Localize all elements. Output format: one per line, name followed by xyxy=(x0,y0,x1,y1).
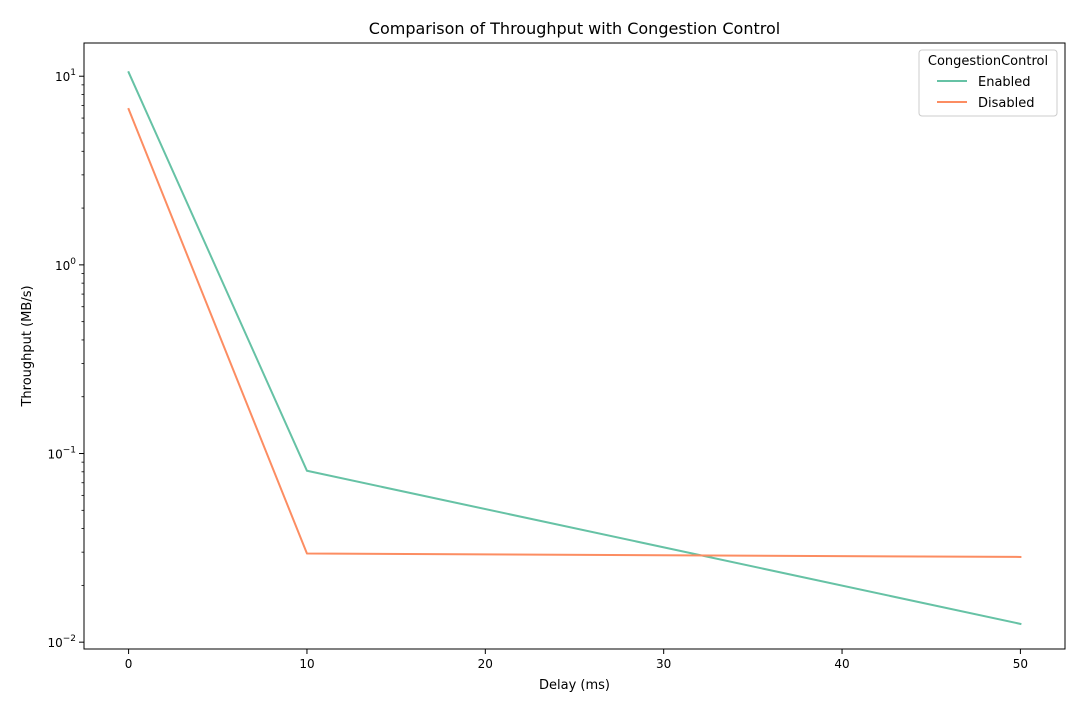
plot-area xyxy=(83,42,1066,650)
y-axis: 10−2 10−1 100 101 xyxy=(47,68,84,650)
series-layer xyxy=(127,70,1022,626)
y-tick-label: 100 xyxy=(55,257,76,273)
legend-title: CongestionControl xyxy=(928,54,1048,69)
x-tick-label: 40 xyxy=(834,657,849,671)
x-axis: 0 10 20 30 40 50 xyxy=(125,649,1028,671)
x-tick-label: 0 xyxy=(125,657,133,671)
x-tick-label: 10 xyxy=(299,657,314,671)
chart-title: Comparison of Throughput with Congestion… xyxy=(369,19,780,38)
series-line-disabled xyxy=(127,107,1022,558)
x-axis-label: Delay (ms) xyxy=(539,678,610,693)
legend-box xyxy=(918,49,1058,117)
y-tick-label: 10−2 xyxy=(47,634,76,650)
y-tick-label: 10−1 xyxy=(47,446,76,462)
legend-label-disabled: Disabled xyxy=(978,96,1034,111)
x-tick-label: 50 xyxy=(1013,657,1028,671)
x-tick-label: 20 xyxy=(478,657,493,671)
x-tick-label: 30 xyxy=(656,657,671,671)
series-line-enabled xyxy=(127,70,1022,626)
plot-frame xyxy=(83,42,1066,650)
y-tick-label: 101 xyxy=(55,68,76,84)
legend-label-enabled: Enabled xyxy=(978,75,1031,90)
legend: CongestionControl Enabled Disabled xyxy=(918,49,1058,117)
y-axis-label: Throughput (MB/s) xyxy=(20,285,35,407)
